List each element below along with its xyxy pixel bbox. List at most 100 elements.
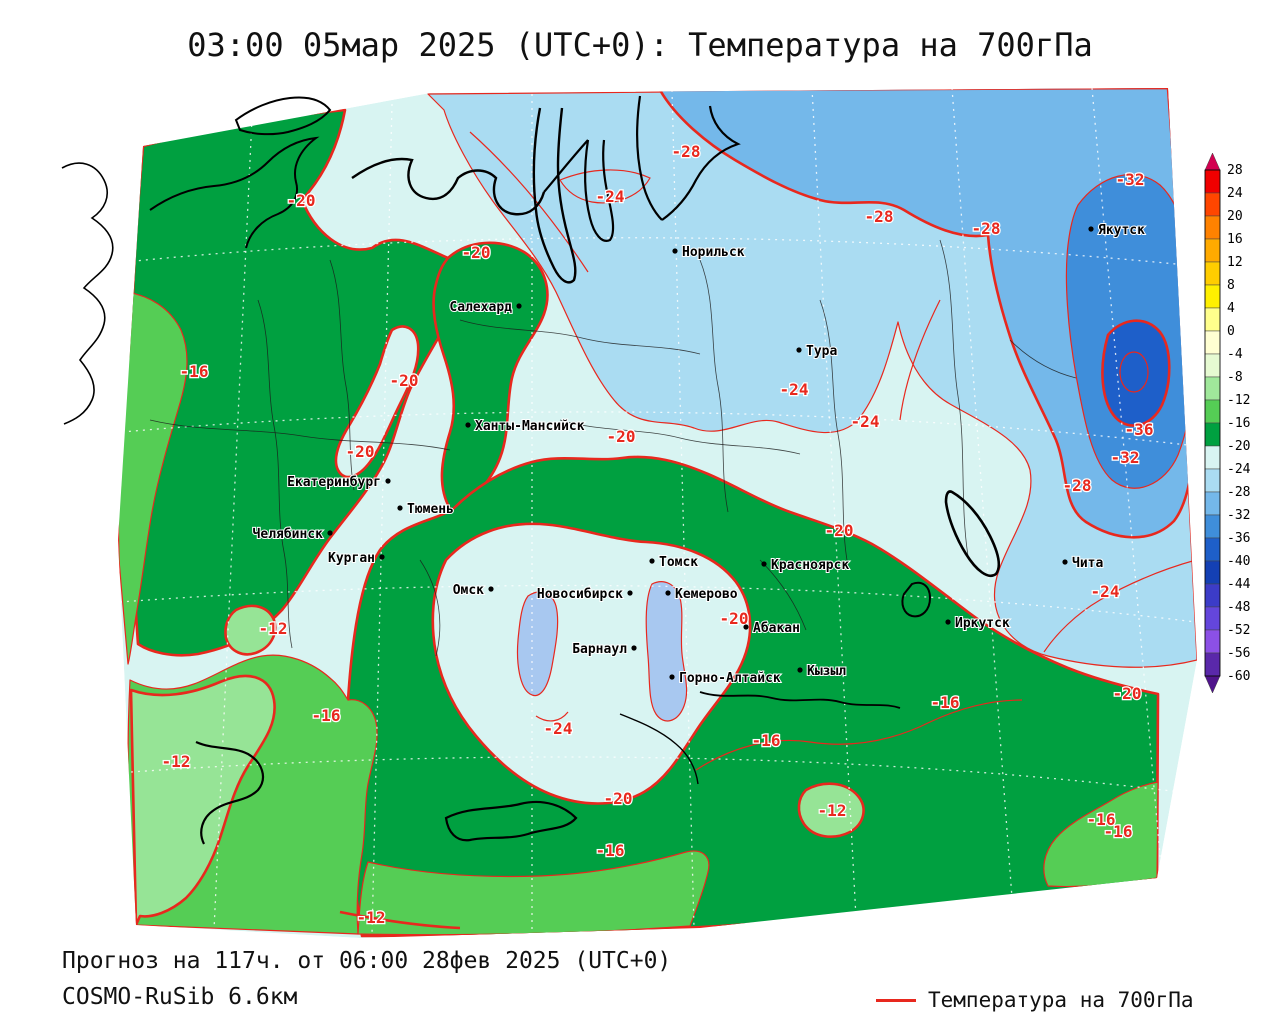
contour-label: -20: [825, 521, 854, 540]
colorbar-segment: [1204, 514, 1221, 539]
contour-label: -24: [851, 412, 880, 431]
colorbar-tick-label: -8: [1227, 370, 1243, 385]
colorbar-tick-label: 8: [1227, 278, 1235, 293]
city-label: Новосибирск: [537, 587, 623, 602]
colorbar-segment: [1204, 376, 1221, 401]
city-dot: [672, 248, 678, 254]
city-dot: [945, 619, 951, 625]
city-dot: [797, 667, 803, 673]
contour-label: -16: [312, 706, 341, 725]
city-dot: [327, 530, 333, 536]
city-dot: [488, 586, 494, 592]
contour-line: [695, 699, 1023, 771]
colorbar-segment: [1204, 284, 1221, 309]
colorbar-tick-label: 16: [1227, 232, 1243, 247]
colorbar-tick-label: -40: [1227, 554, 1250, 569]
contour-label: -32: [1116, 170, 1145, 189]
city-label: Кызыл: [807, 664, 846, 679]
colorbar-tick-label: 0: [1227, 324, 1235, 339]
contour-label: -20: [346, 442, 375, 461]
city-label: Тюмень: [407, 502, 454, 517]
border-altai: [444, 800, 578, 842]
colorbar-tick-label: -52: [1227, 623, 1250, 638]
colorbar-segment: [1204, 445, 1221, 470]
contour-label: -16: [180, 362, 209, 381]
coast-kola: [149, 136, 320, 249]
ob-bay: [532, 107, 577, 284]
city-label: Красноярск: [771, 558, 849, 573]
colorbar-segment: [1204, 652, 1221, 677]
forecast-info: Прогноз на 117ч. от 06:00 28фев 2025 (UT…: [62, 948, 672, 974]
colorbar-tick-label: -36: [1227, 531, 1250, 546]
region-cyan-channel: [334, 325, 420, 479]
colorbar-tick-label: -20: [1227, 439, 1250, 454]
legend-label: Температура на 700гПа: [928, 988, 1194, 1012]
contour-label: -12: [162, 752, 191, 771]
colorbar-arrow-bottom: [1204, 675, 1221, 694]
city-label: Абакан: [753, 621, 800, 636]
contour-line: [469, 131, 589, 273]
city-dot: [379, 554, 385, 560]
colorbar-segment: [1204, 606, 1221, 631]
contour-label: -16: [931, 693, 960, 712]
city-dot: [1062, 559, 1068, 565]
city-label: Горно-Алтайск: [679, 671, 781, 686]
contour-label: -12: [818, 801, 847, 820]
colorbar-segment: [1204, 169, 1221, 194]
colorbar-tick-label: -48: [1227, 600, 1250, 615]
city-label: Томск: [659, 555, 698, 570]
contour-label: -24: [596, 187, 625, 206]
contour-label: -36: [1125, 420, 1154, 439]
lake-khovsgol: [901, 581, 932, 618]
city-label: Курган: [328, 551, 375, 566]
region-pgreen-corner: [129, 674, 276, 927]
colorbar-segment: [1204, 261, 1221, 286]
city-label: Барнаул: [572, 642, 627, 657]
city-label: Тура: [806, 344, 837, 359]
colorbar-segment: [1204, 468, 1221, 493]
city-dot: [465, 422, 471, 428]
contour-label: -16: [1104, 822, 1133, 841]
city-markers: Норильск Салехард Тура Якутск Ханты-Мансийск…: [252, 222, 1147, 687]
region-blue-pocket-1: [516, 591, 559, 697]
city-dot: [649, 558, 655, 564]
city-dot: [1088, 226, 1094, 232]
colorbar-segment: [1204, 583, 1221, 608]
contour-line: [339, 910, 461, 930]
coastlines-borders: [61, 95, 1001, 845]
city-label: Кемерово: [675, 587, 738, 602]
city-dot: [516, 303, 522, 309]
taz-bay: [584, 139, 615, 242]
region-pgreen-pocket-east: [797, 782, 865, 838]
colorbar-tick-label: -28: [1227, 485, 1250, 500]
city-dot: [669, 674, 675, 680]
coast-scandinavia: [61, 162, 114, 425]
colorbar-tick-label: -60: [1227, 669, 1250, 684]
legend-line-sample: [876, 998, 916, 1002]
city-label: Чита: [1072, 556, 1103, 571]
contour-label: -32: [1111, 448, 1140, 467]
colorbar-tick-label: -12: [1227, 393, 1250, 408]
border-tuva: [619, 713, 699, 785]
region-blue-pocket-2: [645, 581, 688, 722]
contour-label: -28: [1063, 476, 1092, 495]
colorbar-tick-label: -4: [1227, 347, 1243, 362]
contour-line: [559, 169, 651, 204]
colorbar-segment: [1204, 399, 1221, 424]
lake-baikal: [944, 490, 1001, 577]
temperature-field: [118, 88, 1197, 938]
city-label: Омск: [453, 583, 484, 598]
city-label: Ханты-Мансийск: [475, 419, 585, 434]
city-label: Якутск: [1098, 223, 1145, 238]
contour-label: -28: [972, 219, 1001, 238]
colorbar-segment: [1204, 422, 1221, 447]
colorbar-tick-label: -44: [1227, 577, 1251, 592]
contour-label: -24: [780, 380, 809, 399]
contour-label: -16: [596, 841, 625, 860]
city-dot: [631, 645, 637, 651]
colorbar-segment: [1204, 238, 1221, 263]
colorbar-segment: [1204, 629, 1221, 654]
region-pgreen-wedge: [224, 604, 277, 656]
map-legend: Температура на 700гПа: [876, 988, 1194, 1012]
